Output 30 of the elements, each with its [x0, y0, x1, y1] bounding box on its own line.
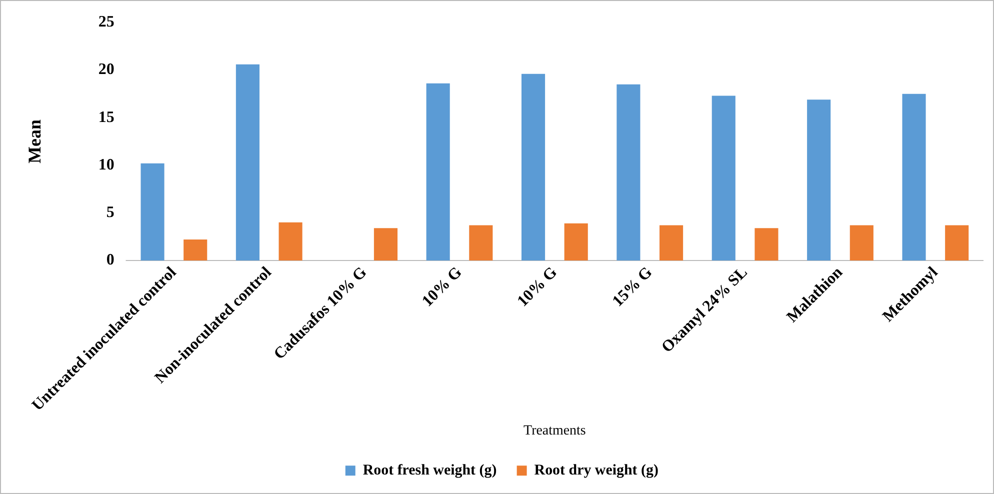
bar	[184, 240, 208, 260]
y-tick-label: 0	[106, 252, 114, 269]
bar	[236, 64, 260, 260]
bar	[945, 225, 969, 260]
y-tick-label: 10	[98, 156, 114, 174]
x-tick-label: 10% G	[514, 264, 560, 310]
x-axis-title: Treatments	[524, 424, 586, 439]
bar	[660, 225, 684, 260]
bar	[564, 223, 588, 260]
y-tick-label: 20	[98, 61, 114, 78]
x-tick-label: 15% G	[609, 264, 656, 310]
y-tick-label: 25	[98, 14, 114, 31]
bar	[850, 225, 874, 260]
bar	[469, 225, 493, 260]
y-tick-label: 5	[106, 204, 114, 221]
y-tick-label: 15	[98, 108, 114, 126]
bar	[426, 83, 450, 260]
bar	[278, 222, 302, 260]
bar	[521, 74, 546, 260]
bar	[807, 100, 831, 260]
legend-label: Root fresh weight (g)	[362, 462, 497, 478]
x-tick-label: 10% G	[419, 264, 466, 310]
bar	[616, 84, 640, 260]
bar	[902, 94, 926, 260]
bar	[712, 96, 736, 260]
bar	[374, 228, 398, 260]
bar	[140, 163, 164, 260]
bar	[754, 228, 778, 260]
legend-label: Root dry weight (g)	[534, 462, 658, 478]
y-axis-title: Mean	[24, 120, 44, 164]
